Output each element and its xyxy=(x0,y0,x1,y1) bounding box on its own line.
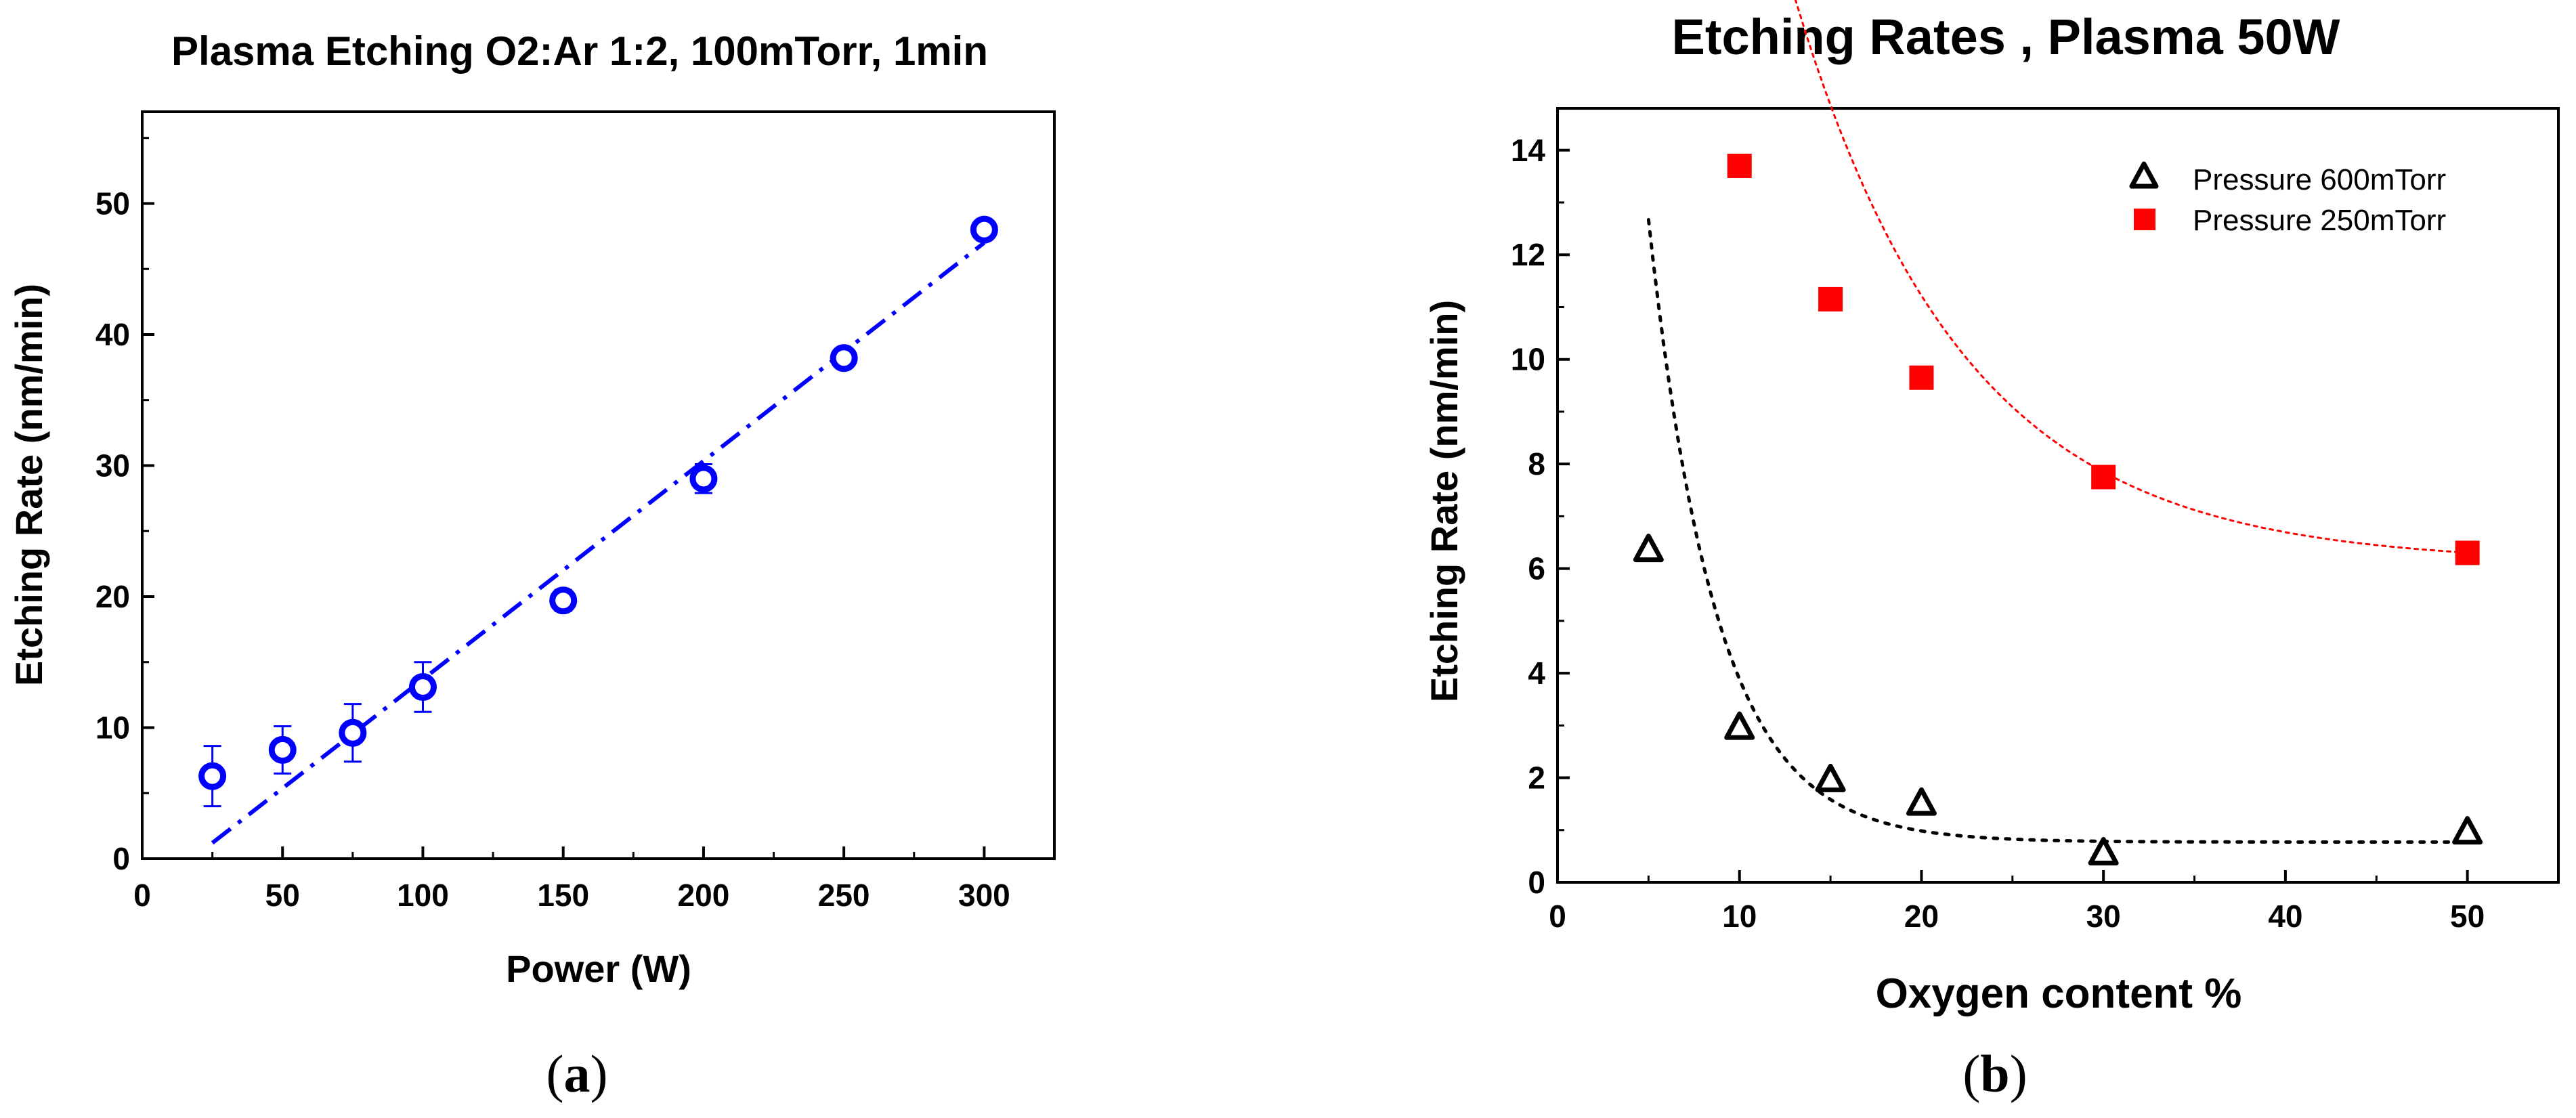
chart-b-caption: (b) xyxy=(1962,1044,2027,1103)
y-tick-label: 10 xyxy=(95,710,130,745)
chart-a-caption: (a) xyxy=(546,1044,608,1103)
data-point-600mtorr xyxy=(1906,787,1937,816)
chart-b-x-axis-label: Oxygen content % xyxy=(1876,970,2242,1017)
y-tick-label: 30 xyxy=(95,448,130,483)
x-tick-label: 200 xyxy=(678,878,730,913)
data-point xyxy=(830,344,858,372)
data-point-250mtorr xyxy=(1727,153,1752,178)
legend-series-250mtorr-label: Pressure 250mTorr xyxy=(2193,204,2446,237)
x-tick-label: 40 xyxy=(2268,899,2302,934)
chart-b-caption-letter: b xyxy=(1980,1044,2009,1103)
chart-a-caption-open: ( xyxy=(546,1044,564,1103)
chart-b-plot-frame xyxy=(1556,107,2560,884)
x-tick-label: 20 xyxy=(1904,899,1939,934)
chart-a-title: Plasma Etching O2:Ar 1:2, 100mTorr, 1min xyxy=(171,28,988,74)
chart-b-caption-open: ( xyxy=(1962,1044,1980,1103)
data-point xyxy=(689,465,718,493)
data-point xyxy=(268,735,297,764)
data-point-250mtorr xyxy=(2091,465,2116,490)
chart-a-plot-frame xyxy=(141,110,1056,860)
chart-a-caption-close: ) xyxy=(591,1044,608,1103)
y-tick-label: 20 xyxy=(95,579,130,614)
legend-triangle-marker xyxy=(2129,161,2159,189)
data-point-250mtorr xyxy=(1909,365,1934,390)
y-tick-label: 50 xyxy=(95,186,130,221)
chart-b-y-axis-label: Etching Rate (nm/min) xyxy=(1423,300,1465,702)
data-point xyxy=(549,586,578,615)
x-tick-label: 50 xyxy=(2450,899,2485,934)
chart-a: Plasma Etching O2:Ar 1:2, 100mTorr, 1min… xyxy=(7,28,1056,1103)
data-point xyxy=(408,673,437,702)
chart-a-y-ticks: 0 10 20 30 40 50 xyxy=(95,137,154,876)
y-tick-label: 0 xyxy=(1528,865,1545,900)
chart-a-error-bars xyxy=(203,223,993,808)
chart-b-fit-curves xyxy=(1646,0,2470,844)
y-tick-label: 12 xyxy=(1511,237,1545,272)
x-tick-label: 250 xyxy=(818,878,870,913)
y-tick-label: 0 xyxy=(112,841,130,876)
x-tick-label: 50 xyxy=(265,878,300,913)
linear-fit-line xyxy=(211,241,986,845)
data-point xyxy=(198,762,227,790)
data-point-250mtorr xyxy=(2455,540,2480,565)
legend-series-600mtorr-label: Pressure 600mTorr xyxy=(2193,163,2446,196)
y-tick-label: 2 xyxy=(1528,760,1545,796)
data-point xyxy=(339,718,367,747)
data-point-600mtorr xyxy=(1815,763,1846,792)
data-point-600mtorr xyxy=(2452,816,2483,845)
data-point-250mtorr xyxy=(1818,286,1843,311)
chart-a-caption-letter: a xyxy=(564,1044,591,1103)
y-tick-label: 4 xyxy=(1528,655,1545,691)
x-tick-label: 0 xyxy=(133,878,151,913)
y-tick-label: 10 xyxy=(1511,342,1545,377)
data-point xyxy=(970,215,998,244)
chart-b: Etching Rates , Plasma 50W 0 10 20 30 40 50 0… xyxy=(1423,0,2560,1103)
chart-a-y-axis-label: Etching Rate (nm/min) xyxy=(7,284,50,686)
chart-a-x-axis-label: Power (W) xyxy=(506,947,691,990)
chart-b-points xyxy=(1633,153,2483,866)
chart-b-caption-close: ) xyxy=(2010,1044,2027,1103)
chart-b-y-ticks: 0 2 4 6 8 10 12 14 xyxy=(1511,133,1570,900)
fit-curve-600mtorr xyxy=(1646,218,2470,844)
y-tick-label: 6 xyxy=(1528,551,1545,586)
chart-b-title: Etching Rates , Plasma 50W xyxy=(1671,9,2340,65)
chart-a-fit-line xyxy=(211,241,986,845)
chart-a-points xyxy=(198,215,998,790)
data-point-600mtorr xyxy=(2088,837,2119,866)
x-tick-label: 10 xyxy=(1722,899,1757,934)
y-tick-label: 8 xyxy=(1528,446,1545,481)
x-tick-label: 100 xyxy=(397,878,449,913)
data-point-600mtorr xyxy=(1633,534,1664,563)
chart-b-legend: Pressure 600mTorr Pressure 250mTorr xyxy=(2129,161,2446,237)
x-tick-label: 300 xyxy=(958,878,1010,913)
x-tick-label: 30 xyxy=(2086,899,2121,934)
data-point-600mtorr xyxy=(1724,711,1755,740)
legend-square-marker xyxy=(2134,209,2155,230)
chart-b-x-ticks: 0 10 20 30 40 50 xyxy=(1549,870,2485,934)
y-tick-label: 40 xyxy=(95,317,130,352)
x-tick-label: 150 xyxy=(537,878,589,913)
y-tick-label: 14 xyxy=(1511,133,1546,168)
x-tick-label: 0 xyxy=(1549,899,1566,934)
chart-a-x-ticks: 0 50 100 150 200 250 300 xyxy=(133,846,1010,913)
